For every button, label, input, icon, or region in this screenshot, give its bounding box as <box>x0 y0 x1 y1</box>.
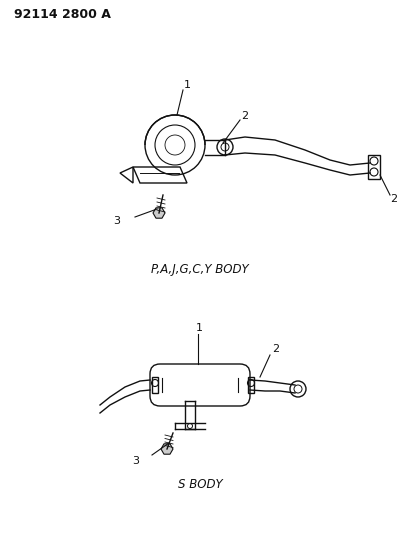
Polygon shape <box>161 444 173 454</box>
Text: 1: 1 <box>196 323 202 333</box>
Text: P,A,J,G,C,Y BODY: P,A,J,G,C,Y BODY <box>151 263 249 277</box>
Text: 3: 3 <box>132 456 139 466</box>
Text: 1: 1 <box>184 80 191 90</box>
Text: S BODY: S BODY <box>178 479 222 491</box>
Text: 92114 2800 A: 92114 2800 A <box>14 8 111 21</box>
Text: 3: 3 <box>113 216 120 226</box>
Text: 2: 2 <box>390 194 397 204</box>
Text: 2: 2 <box>272 344 279 354</box>
Polygon shape <box>153 208 165 218</box>
Text: 2: 2 <box>241 111 248 121</box>
